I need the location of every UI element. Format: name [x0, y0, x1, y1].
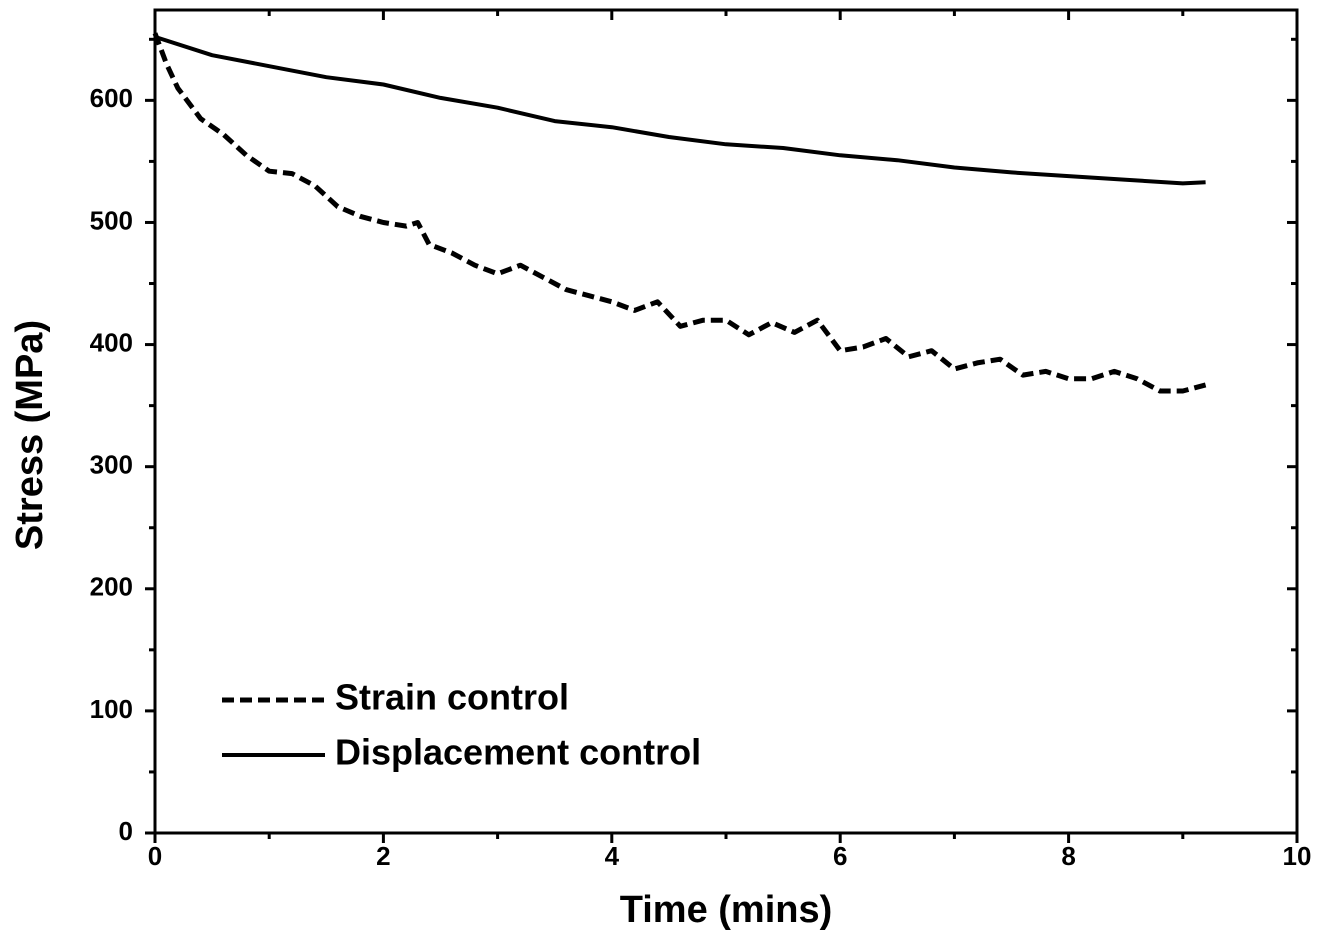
x-tick-label: 8: [1061, 841, 1075, 871]
legend-label: Strain control: [335, 677, 569, 718]
y-tick-label: 300: [90, 450, 133, 480]
x-tick-label: 10: [1283, 841, 1312, 871]
x-tick-label: 6: [833, 841, 847, 871]
data-line: [154, 34, 1206, 186]
y-tick-label: 500: [90, 205, 133, 235]
x-axis-title: Time (mins): [620, 889, 833, 931]
y-tick-label: 600: [90, 83, 133, 113]
y-tick-label: 400: [90, 327, 133, 357]
y-tick-label: 100: [90, 694, 133, 724]
x-tick-label: 2: [376, 841, 390, 871]
x-tick-label: 4: [605, 841, 620, 871]
y-tick-label: 200: [90, 572, 133, 602]
data-line: [152, 32, 1207, 394]
legend-label: Displacement control: [335, 732, 701, 773]
plot-frame: [153, 8, 1299, 835]
y-axis-title: Stress (MPa): [9, 320, 51, 550]
y-tick-label: 0: [119, 816, 133, 846]
x-tick-label: 0: [148, 841, 162, 871]
